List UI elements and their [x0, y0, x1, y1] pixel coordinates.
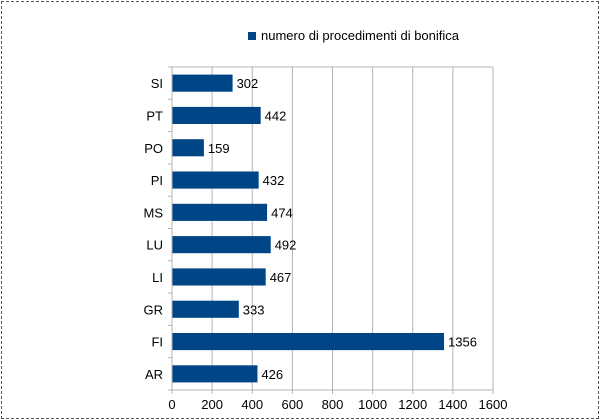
bar: [172, 171, 259, 189]
x-tick-label: 800: [322, 397, 344, 412]
data-label: 333: [243, 302, 265, 317]
data-label: 442: [265, 108, 287, 123]
legend: numero di procedimenti di bonifica: [248, 28, 459, 43]
x-tick-label: 400: [241, 397, 263, 412]
x-tick-label: 1400: [438, 397, 467, 412]
x-tick-label: 1200: [398, 397, 427, 412]
bar: [172, 268, 266, 286]
bar: [172, 300, 239, 318]
data-label: 1356: [448, 335, 477, 350]
y-category-label: PI: [151, 173, 163, 188]
y-category-label: AR: [145, 367, 163, 382]
bar: [172, 74, 233, 92]
y-category-label: LI: [152, 270, 163, 285]
y-category-label: FI: [151, 335, 163, 350]
bar: [172, 365, 258, 383]
bar: [172, 203, 268, 221]
x-tick-label: 200: [201, 397, 223, 412]
y-category-label: GR: [144, 302, 164, 317]
x-tick-label: 1000: [358, 397, 387, 412]
y-category-label: SI: [151, 76, 163, 91]
y-category-label: PT: [146, 108, 163, 123]
y-category-label: LU: [146, 238, 163, 253]
x-tick-label: 1600: [479, 397, 508, 412]
bar: [172, 236, 271, 254]
bar: [172, 139, 204, 157]
data-label: 426: [261, 367, 283, 382]
data-label: 467: [270, 270, 292, 285]
x-tick-label: 0: [168, 397, 175, 412]
data-label: 492: [275, 238, 297, 253]
data-label: 474: [271, 205, 293, 220]
bar: [172, 106, 261, 125]
legend-label: numero di procedimenti di bonifica: [261, 28, 459, 43]
y-category-label: PO: [144, 141, 163, 156]
x-tick-label: 600: [282, 397, 304, 412]
data-label: 302: [237, 76, 259, 91]
legend-swatch: [248, 31, 256, 40]
y-category-label: MS: [144, 205, 164, 220]
data-label: 159: [208, 141, 230, 156]
data-label: 432: [263, 173, 285, 188]
bar: [172, 332, 445, 351]
